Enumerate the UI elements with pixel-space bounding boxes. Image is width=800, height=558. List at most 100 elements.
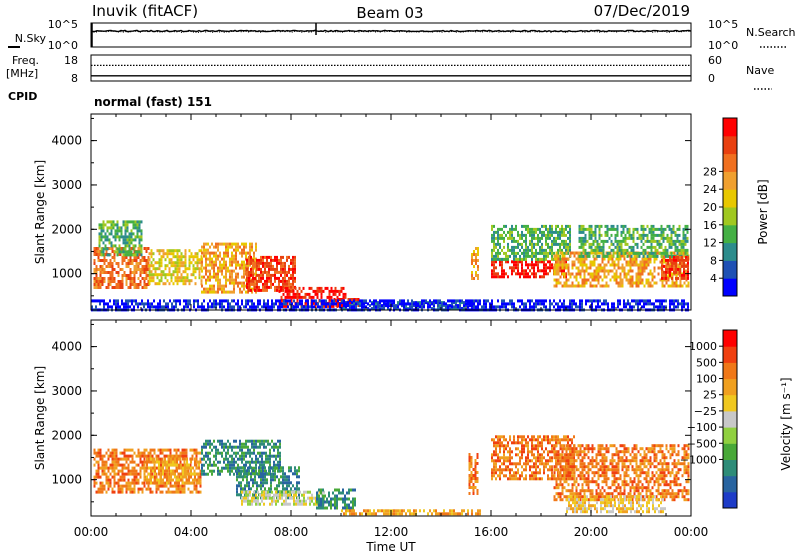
- power-echo-cell: [144, 286, 146, 289]
- power-echo-cell: [611, 240, 613, 243]
- power-echo-cell: [523, 234, 525, 237]
- power-echo-cell: [289, 293, 291, 296]
- velocity-echo-cell: [144, 470, 146, 473]
- power-echo-cell: [276, 277, 278, 280]
- power-echo-cell: [669, 299, 671, 302]
- power-echo-cell: [547, 246, 549, 249]
- power-echo-cell: [221, 267, 223, 270]
- power-echo-cell: [235, 282, 237, 285]
- velocity-echo-cell: [194, 488, 196, 491]
- power-echo-cell: [473, 265, 475, 268]
- power-echo-cell: [129, 235, 131, 238]
- power-echo-cell: [263, 299, 265, 302]
- velocity-echo-cell: [166, 491, 168, 494]
- power-echo-cell: [197, 267, 199, 270]
- velocity-echo-cell: [267, 455, 269, 458]
- velocity-echo-cell: [184, 467, 186, 470]
- velocity-echo-cell: [164, 476, 166, 479]
- power-echo-cell: [608, 273, 610, 276]
- power-echo-cell: [119, 226, 121, 229]
- power-echo-cell: [675, 234, 677, 237]
- velocity-echo-cell: [194, 482, 196, 485]
- power-echo-cell: [130, 268, 132, 271]
- velocity-echo-cell: [116, 464, 118, 467]
- power-echo-cell: [250, 271, 252, 274]
- power-echo-cell: [235, 252, 237, 255]
- power-echo-cell: [581, 225, 583, 228]
- power-echo-cell: [189, 267, 191, 270]
- velocity-echo-cell: [124, 473, 126, 476]
- velocity-echo-cell: [250, 475, 252, 478]
- power-echo-cell: [453, 299, 455, 302]
- power-echo-cell: [237, 305, 239, 308]
- power-echo-cell: [679, 271, 681, 274]
- power-echo-cell: [264, 286, 266, 289]
- power-echo-cell: [141, 238, 143, 241]
- power-echo-cell: [213, 255, 215, 258]
- velocity-echo-cell: [264, 472, 266, 475]
- power-echo-cell: [217, 243, 219, 246]
- power-echo-cell: [171, 305, 173, 308]
- power-echo-cell: [142, 259, 144, 262]
- power-echo-cell: [620, 267, 622, 270]
- power-echo-cell: [217, 285, 219, 288]
- power-echo-cell: [555, 237, 557, 240]
- power-echo-cell: [125, 220, 127, 223]
- velocity-echo-cell: [227, 446, 229, 449]
- power-echo-cell: [201, 302, 203, 305]
- power-echo-cell: [674, 252, 676, 255]
- power-echo-cell: [661, 243, 663, 246]
- power-echo-cell: [547, 255, 549, 258]
- velocity-echo-cell: [241, 446, 243, 449]
- power-echo-cell: [471, 271, 473, 274]
- power-echo-cell: [255, 305, 257, 308]
- power-echo-cell: [129, 299, 131, 302]
- power-echo-cell: [673, 231, 675, 234]
- power-echo-cell: [578, 261, 580, 264]
- power-echo-cell: [393, 305, 395, 308]
- velocity-echo-cell: [118, 479, 120, 482]
- power-echo-cell: [595, 305, 597, 308]
- velocity-echo-cell: [158, 449, 160, 452]
- power-echo-cell: [665, 228, 667, 231]
- power-echo-cell: [578, 273, 580, 276]
- power-echo-cell: [171, 302, 173, 305]
- velocity-echo-cell: [194, 479, 196, 482]
- power-echo-cell: [159, 302, 161, 305]
- velocity-echo-cell: [112, 449, 114, 452]
- velocity-echo-cell: [176, 452, 178, 455]
- power-echo-cell: [423, 302, 425, 305]
- velocity-echo-cell: [150, 449, 152, 452]
- power-echo-cell: [197, 258, 199, 261]
- power-echo-cell: [266, 265, 268, 268]
- velocity-echo-cell: [205, 440, 207, 443]
- noise-right-tick-bottom: 10^0: [708, 39, 738, 52]
- power-echo-cell: [118, 283, 120, 286]
- velocity-echo-cell: [270, 478, 272, 481]
- velocity-echo-cell: [166, 449, 168, 452]
- velocity-echo-cell: [110, 482, 112, 485]
- power-echo-cell: [146, 283, 148, 286]
- power-echo-cell: [93, 299, 95, 302]
- power-echo-cell: [250, 262, 252, 265]
- velocity-echo-cell: [225, 446, 227, 449]
- power-echo-cell: [177, 282, 179, 285]
- power-echo-cell: [517, 266, 519, 269]
- power-echo-cell: [529, 263, 531, 266]
- power-echo-cell: [683, 265, 685, 268]
- velocity-echo-cell: [128, 455, 130, 458]
- power-echo-cell: [243, 276, 245, 279]
- velocity-echo-cell: [150, 452, 152, 455]
- velocity-echo-cell: [245, 452, 247, 455]
- velocity-echo-cell: [213, 470, 215, 473]
- velocity-echo-cell: [247, 449, 249, 452]
- power-echo-cell: [267, 302, 269, 305]
- power-echo-cell: [435, 299, 437, 302]
- velocity-echo-cell: [190, 458, 192, 461]
- power-echo-cell: [667, 234, 669, 237]
- power-echo-cell: [559, 231, 561, 234]
- power-echo-cell: [117, 229, 119, 232]
- power-echo-cell: [584, 285, 586, 288]
- velocity-echo-cell: [240, 487, 242, 490]
- power-echo-cell: [680, 285, 682, 288]
